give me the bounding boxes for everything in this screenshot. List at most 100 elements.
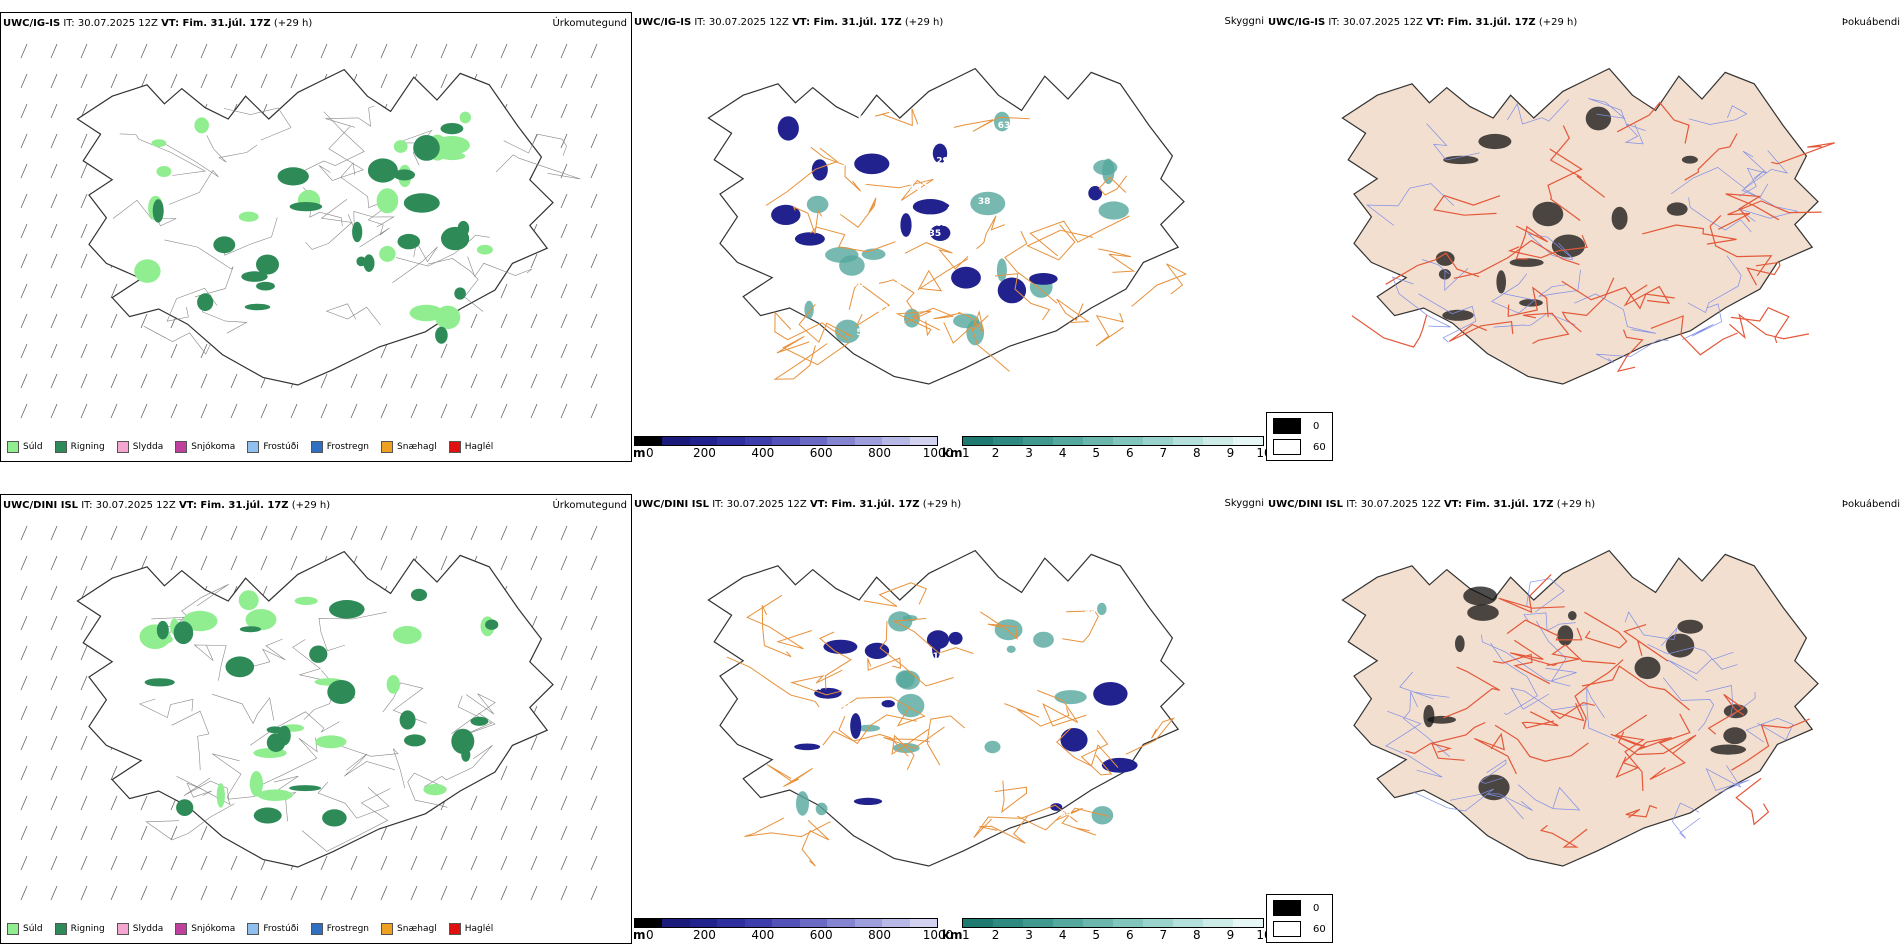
wind-barb <box>410 373 418 389</box>
wind-barb <box>260 403 268 419</box>
road-line <box>457 695 496 737</box>
peak-label: 83 <box>1079 325 1092 335</box>
road-line <box>1433 194 1501 216</box>
road-line <box>1510 687 1588 711</box>
wind-barb <box>50 193 58 209</box>
wind-barb <box>530 103 538 119</box>
field-blob <box>440 123 464 135</box>
wind-barb <box>320 373 328 389</box>
lead-time: (+29 h) <box>291 500 331 511</box>
road-line <box>1667 651 1734 681</box>
field-blob <box>403 193 440 213</box>
wind-barb <box>230 885 238 901</box>
wind-barb <box>500 313 508 329</box>
road-line <box>1385 252 1480 285</box>
panel-title: Þokuábendi <box>1841 17 1900 28</box>
wind-barb <box>560 223 568 239</box>
wind-barb <box>200 825 208 841</box>
legend-label: Rigning <box>70 924 105 934</box>
legend-swatch <box>381 441 394 453</box>
field-blob <box>997 277 1027 304</box>
init-time: IT: 30.07.2025 12Z <box>694 17 789 28</box>
road-line <box>1486 793 1533 820</box>
scale-cell <box>744 437 773 445</box>
road-line <box>1351 315 1428 348</box>
road-line <box>1506 619 1583 641</box>
peak-label: 53 <box>856 328 869 338</box>
field-blob <box>404 734 426 747</box>
road-line <box>359 208 390 248</box>
wind-barb <box>20 253 28 269</box>
field-blob <box>393 169 415 181</box>
wind-barb <box>350 43 358 59</box>
valid-time: VT: Fim. 31.júl. 17Z <box>792 17 902 28</box>
road-line <box>1056 298 1090 323</box>
wind-barb <box>140 373 148 389</box>
peak-label: 42 <box>1046 595 1059 605</box>
wind-barb <box>170 885 178 901</box>
road-line <box>318 611 387 652</box>
field-blob <box>1611 206 1628 230</box>
field-blob <box>476 244 493 255</box>
road-line <box>164 239 234 298</box>
wind-barb <box>80 855 88 871</box>
roads <box>1351 101 1835 373</box>
wind-barb <box>590 855 598 871</box>
wind-barb <box>50 735 58 751</box>
road-line <box>1399 671 1450 700</box>
field-blob <box>996 258 1007 282</box>
scale-tick: 3 <box>1025 928 1033 942</box>
cloud-base-scalebar <box>634 436 938 446</box>
road-line <box>1647 643 1738 670</box>
field-blob <box>1029 273 1058 285</box>
field-blob <box>897 693 925 718</box>
wind-barb <box>560 585 568 601</box>
peak-label: 44 <box>810 683 823 693</box>
field-blob <box>376 188 399 214</box>
wind-barb <box>350 855 358 871</box>
scale-tick: 600 <box>809 928 833 942</box>
wind-barb <box>20 735 28 751</box>
wind-barb <box>200 373 208 389</box>
wind-barb <box>290 73 298 89</box>
wind-barb <box>560 343 568 359</box>
wind-barb <box>200 855 208 871</box>
wind-barb <box>350 403 358 419</box>
field-blob <box>951 266 981 289</box>
legend-label: Snæhagl <box>397 924 437 934</box>
precip-panel-row2: UWC/DINI ISL IT: 30.07.2025 12Z VT: Fim.… <box>0 494 632 944</box>
wind-barb <box>320 43 328 59</box>
road-line <box>1507 234 1588 259</box>
model-label: UWC/IG-IS <box>3 18 61 29</box>
field-blob <box>993 111 1011 132</box>
peak-label: 84 <box>816 626 829 636</box>
legend-swatch <box>116 441 129 453</box>
road-line <box>451 693 496 735</box>
wind-barb <box>590 555 598 571</box>
scale-tick: 9 <box>1226 446 1235 460</box>
wind-barb <box>50 525 58 541</box>
wind-barb <box>530 795 538 811</box>
visibility-scalebar <box>962 436 1264 446</box>
field-blob <box>253 807 282 824</box>
road-line <box>1616 329 1644 373</box>
wind-barb <box>590 253 598 269</box>
wind-barb <box>440 525 448 541</box>
road-line <box>1098 175 1128 196</box>
road-line <box>223 107 292 141</box>
road-line <box>1616 101 1690 144</box>
wind-barb <box>560 373 568 389</box>
road-line <box>1771 142 1835 165</box>
legend-swatch <box>175 441 188 453</box>
scale-tick: 800 <box>868 446 892 460</box>
scale-tick: 5 <box>1092 446 1101 460</box>
road-line <box>212 693 275 725</box>
legend-swatch <box>247 923 260 935</box>
peak-label: 43 <box>830 304 843 314</box>
field-blob <box>257 789 293 801</box>
road-line <box>1623 284 1671 307</box>
peak-label: 64 <box>1060 809 1073 819</box>
road-line <box>874 108 919 127</box>
road-line <box>1687 255 1742 314</box>
road-line <box>1725 193 1780 223</box>
